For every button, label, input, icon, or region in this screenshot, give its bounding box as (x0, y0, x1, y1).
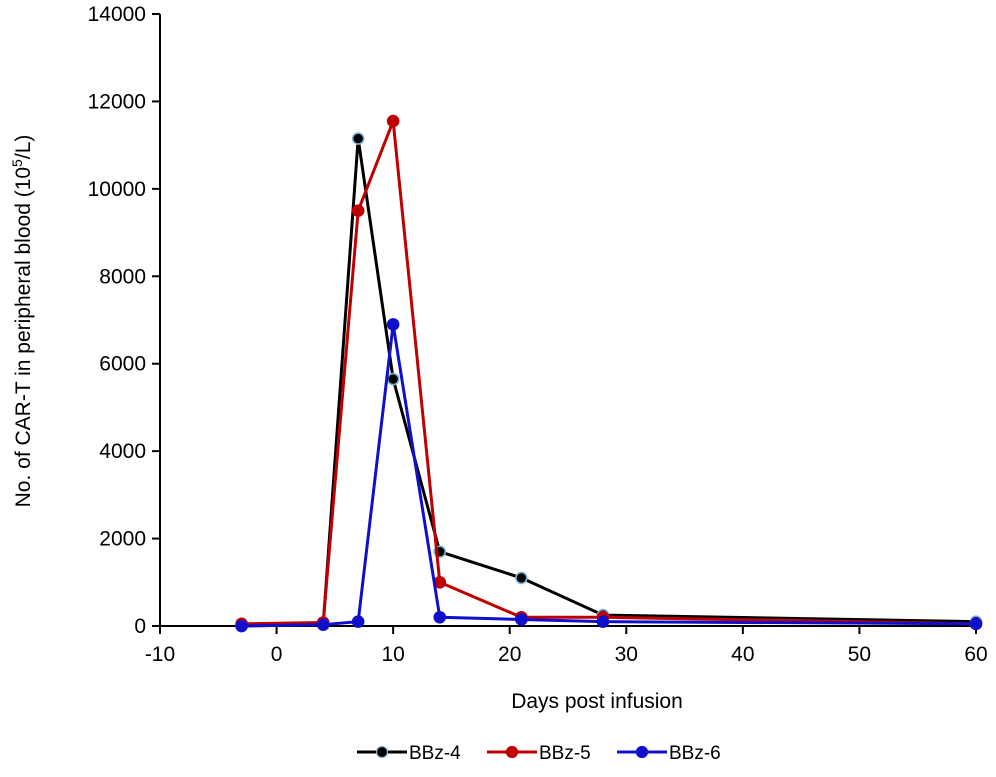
x-tick-label: 60 (964, 643, 987, 666)
x-axis: -10 0 10 20 30 40 50 60 (145, 625, 988, 666)
series-line (241, 322, 977, 628)
x-tick-label: 20 (498, 643, 521, 666)
data-point (515, 571, 528, 585)
data-point (596, 615, 610, 628)
data-point (386, 372, 400, 386)
legend-item: BBz-5 (487, 743, 591, 764)
y-tick-label: 14000 (88, 3, 146, 26)
y-axis-title-superscript: 5 (9, 159, 25, 167)
series-bbz-6 (235, 318, 983, 633)
y-tick-label: 12000 (88, 90, 146, 113)
data-point (515, 613, 528, 626)
x-tick-label: 30 (615, 643, 638, 666)
series-bbz-5 (235, 114, 983, 631)
legend-label: BBz-6 (669, 743, 721, 764)
legend: BBz-4 BBz-5 BBz-6 (357, 743, 721, 764)
y-tick-label: 8000 (99, 265, 146, 288)
data-point (386, 318, 400, 331)
data-point (351, 204, 365, 218)
legend-label: BBz-4 (409, 743, 461, 764)
legend-item: BBz-4 (357, 743, 461, 764)
data-point (969, 617, 983, 631)
data-point (235, 619, 248, 633)
legend-swatch-marker (505, 745, 519, 759)
series-line (241, 137, 977, 628)
y-tick-label: 0 (134, 615, 146, 638)
legend-item: BBz-6 (617, 743, 721, 764)
y-axis: 0 2000 4000 6000 8000 10000 12000 14000 (88, 3, 161, 638)
x-tick-label: 10 (381, 643, 404, 666)
x-tick-label: 40 (731, 643, 754, 666)
data-point (351, 132, 365, 145)
data-point (433, 610, 447, 624)
legend-swatch-marker (375, 745, 389, 759)
data-point (316, 618, 330, 631)
legend-label: BBz-5 (539, 743, 591, 764)
y-tick-label: 6000 (99, 353, 146, 376)
x-axis-title: Days post infusion (511, 690, 683, 713)
data-point (386, 114, 400, 128)
series-line (241, 119, 977, 626)
legend-swatch-marker (635, 745, 649, 759)
x-tick-label: -10 (145, 643, 175, 666)
series-bbz-4 (235, 132, 983, 633)
series-layer (235, 114, 983, 633)
y-tick-label: 10000 (88, 178, 146, 201)
y-axis-title-prefix: No. of CAR-T in peripheral blood (10 (12, 167, 35, 507)
y-tick-label: 2000 (99, 528, 146, 551)
x-tick-label: 50 (848, 643, 871, 666)
y-axis-title-suffix: /L) (12, 135, 35, 160)
x-tick-label: 0 (271, 643, 283, 666)
y-axis-title: No. of CAR-T in peripheral blood (105/L) (9, 135, 35, 508)
data-point (351, 615, 365, 628)
y-tick-label: 4000 (99, 440, 146, 463)
